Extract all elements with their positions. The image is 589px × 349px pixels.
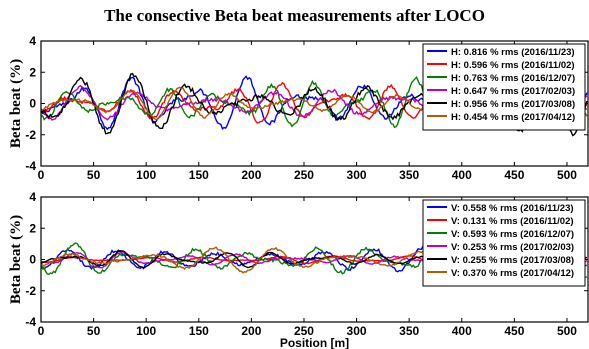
- legend: H: 0.816 % rms (2016/11/23) H: 0.596 % rm…: [422, 43, 586, 131]
- legend-entry: V: 0.370 % rms (2017/04/12): [451, 268, 574, 279]
- x-tick-label: 150: [189, 168, 209, 182]
- x-tick-label: 250: [294, 168, 314, 182]
- x-tick-label: 100: [136, 324, 156, 338]
- legend-entry: H: 0.647 % rms (2017/02/03): [451, 86, 575, 97]
- x-tick-label: 500: [557, 324, 577, 338]
- x-tick-label: 50: [87, 324, 101, 338]
- y-axis-label: Beta beat (%): [8, 59, 24, 148]
- legend-entry: V: 0.131 % rms (2016/11/02): [451, 216, 574, 227]
- x-tick-label: 450: [504, 324, 524, 338]
- legend-entry: H: 0.763 % rms (2016/12/07): [451, 73, 575, 84]
- legend-entry: H: 0.956 % rms (2017/03/08): [451, 99, 575, 110]
- x-axis-label: Position [m]: [280, 336, 349, 349]
- x-tick-label: 100: [136, 168, 156, 182]
- x-tick-label: 0: [38, 324, 45, 338]
- legend-entry: H: 0.454 % rms (2017/04/12): [451, 112, 575, 123]
- y-tick-label: 4: [29, 190, 36, 204]
- x-tick-label: 0: [38, 168, 45, 182]
- legend: V: 0.558 % rms (2016/11/23) V: 0.131 % rm…: [422, 199, 586, 287]
- y-tick-label: 4: [29, 34, 36, 48]
- y-tick-label: 2: [29, 65, 36, 79]
- x-tick-label: 450: [504, 168, 524, 182]
- legend-entry: V: 0.255 % rms (2017/03/08): [451, 255, 574, 266]
- x-tick-label: 500: [557, 168, 577, 182]
- y-tick-label: -4: [25, 315, 36, 329]
- x-tick-label: 300: [347, 168, 367, 182]
- x-tick-label: 300: [347, 324, 367, 338]
- chart-panel-v: 0 50 100 150 200 250 300 350 400 450 500 -4 -2 0 2 4 Bet…: [8, 190, 589, 349]
- x-tick-label: 200: [241, 168, 261, 182]
- x-tick-label: 200: [241, 324, 261, 338]
- chart-panel-h: 0 50 100 150 200 250 300 350 400 450 500 -4 -2 0 2 4 Bet…: [8, 34, 589, 182]
- legend-box: [422, 199, 586, 287]
- x-tick-label: 400: [452, 324, 472, 338]
- x-tick-label: 400: [452, 168, 472, 182]
- x-tick-label: 350: [399, 324, 419, 338]
- y-tick-label: 0: [29, 253, 36, 267]
- y-tick-label: -2: [25, 284, 36, 298]
- legend-box: [422, 43, 586, 131]
- y-tick-label: -2: [25, 128, 36, 142]
- legend-entry: H: 0.596 % rms (2016/11/02): [451, 60, 575, 71]
- x-tick-label: 350: [399, 168, 419, 182]
- figure-title: The consective Beta beat measurements af…: [104, 6, 485, 25]
- legend-entry: V: 0.558 % rms (2016/11/23): [451, 203, 574, 214]
- legend-entry: H: 0.816 % rms (2016/11/23): [451, 47, 575, 58]
- x-tick-label: 150: [189, 324, 209, 338]
- y-axis-label: Beta beat (%): [8, 215, 24, 304]
- y-tick-label: 0: [29, 97, 36, 111]
- x-tick-label: 250: [294, 324, 314, 338]
- x-tick-label: 50: [87, 168, 101, 182]
- y-tick-label: -4: [25, 159, 36, 173]
- legend-entry: V: 0.253 % rms (2017/02/03): [451, 242, 574, 253]
- y-tick-label: 2: [29, 221, 36, 235]
- legend-entry: V: 0.593 % rms (2016/12/07): [451, 229, 574, 240]
